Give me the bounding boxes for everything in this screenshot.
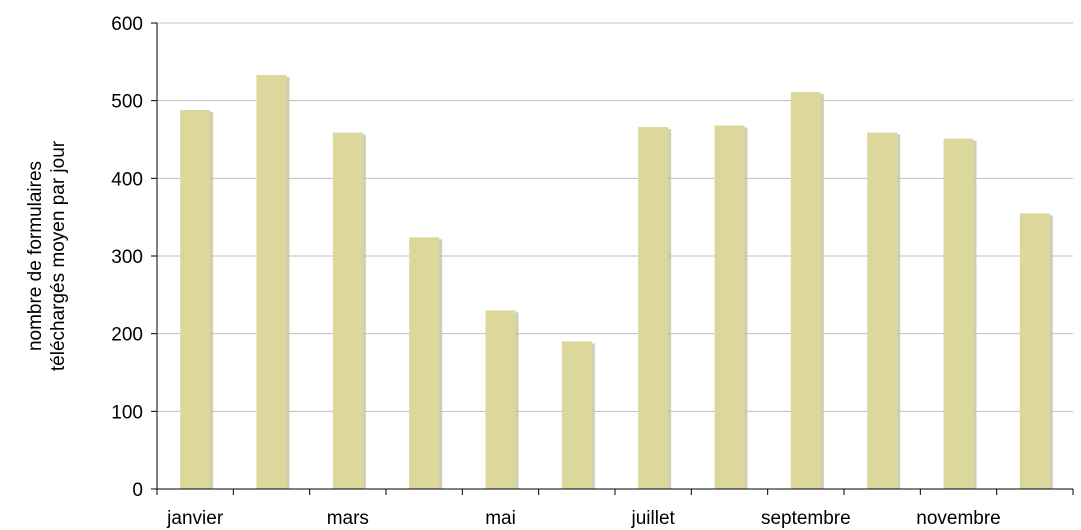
tick-labels: 0 100 200 300 400 500 600 janvier mars mai juillet… <box>111 14 1000 529</box>
bar-mai <box>485 310 516 489</box>
bar-octobre <box>867 132 898 489</box>
bar-juillet <box>638 127 669 489</box>
y-tick-label-300: 300 <box>111 247 143 268</box>
x-tick-label-mai: mai <box>485 508 516 529</box>
bar-septembre <box>790 92 821 489</box>
bar-mars <box>332 132 363 489</box>
bar-août <box>714 125 745 490</box>
y-tick-label-600: 600 <box>111 14 143 35</box>
bar-janvier <box>180 109 211 489</box>
x-tick-label-janvier: janvier <box>166 508 224 529</box>
x-tick-label-septembre: septembre <box>761 508 851 529</box>
bar-décembre <box>1019 213 1050 490</box>
bar-novembre <box>943 138 974 489</box>
y-tick-label-200: 200 <box>111 325 143 346</box>
y-tick-label-500: 500 <box>111 92 143 113</box>
x-tick-label-novembre: novembre <box>916 508 1001 529</box>
y-axis-title-line-1: nombre de formulaires <box>25 161 46 351</box>
y-tick-label-0: 0 <box>132 480 143 501</box>
x-tick-label-mars: mars <box>327 508 369 529</box>
axes <box>151 22 1074 495</box>
bar-avril <box>409 237 440 489</box>
y-axis-title-line-2: téléchargés moyen par jour <box>48 140 69 371</box>
bar-février <box>256 75 287 489</box>
y-tick-label-100: 100 <box>111 402 143 423</box>
gridlines <box>157 22 1073 412</box>
bars <box>180 75 1053 490</box>
x-tick-label-juillet: juillet <box>631 508 676 529</box>
y-tick-label-400: 400 <box>111 169 143 190</box>
bar-juin <box>561 341 592 489</box>
